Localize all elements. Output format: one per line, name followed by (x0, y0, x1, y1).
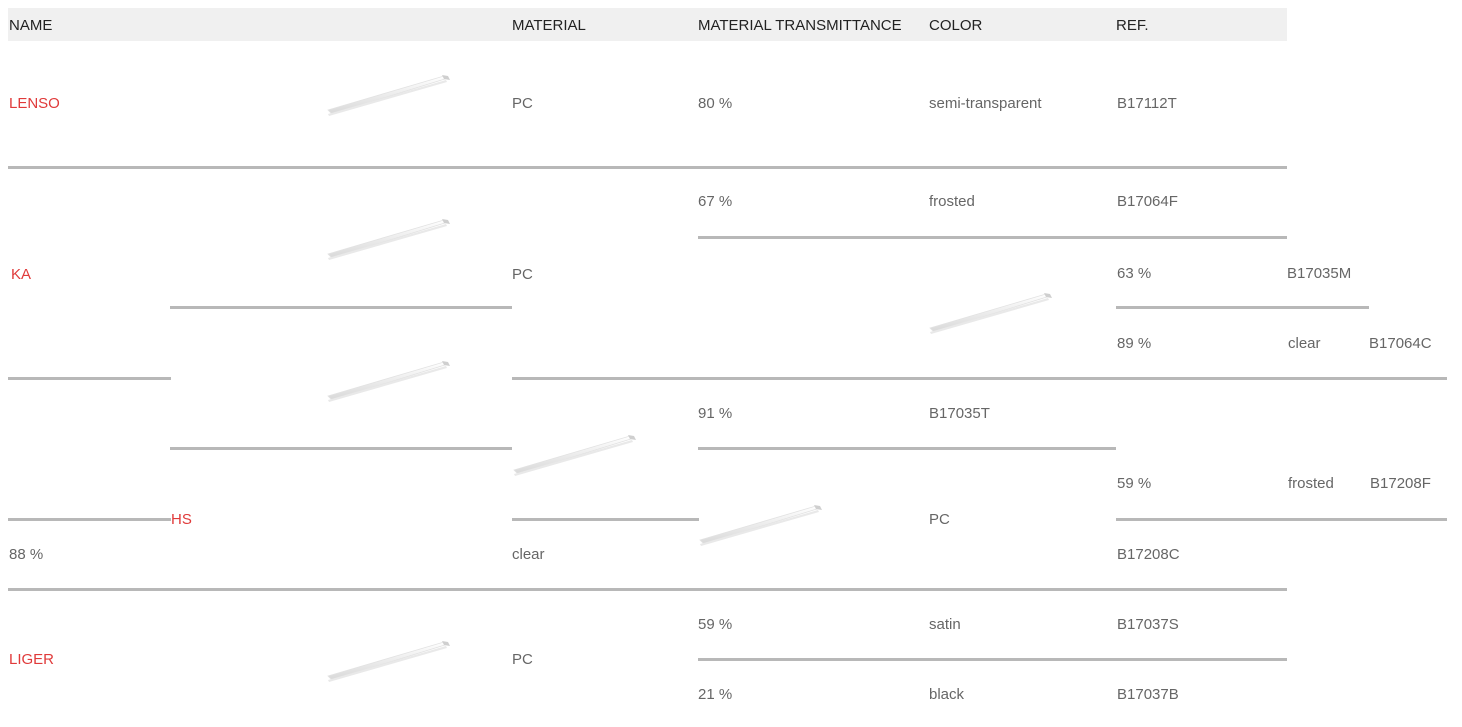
table-header (8, 8, 1287, 41)
led-profile-icon (326, 358, 452, 406)
color-liger-2: black (929, 686, 965, 703)
variant-divider (1116, 306, 1369, 309)
row-divider (512, 377, 1447, 380)
variant-divider (698, 447, 1116, 450)
header-ref: REF. (1116, 17, 1149, 34)
led-profile-icon (928, 290, 1054, 338)
material-ka: PC (512, 266, 533, 283)
transmittance-liger-1: 59 % (698, 616, 733, 633)
transmittance-lenso: 80 % (698, 95, 733, 112)
color-liger-1: satin (929, 616, 961, 633)
material-lenso: PC (512, 95, 533, 112)
ref-liger-2: B17037B (1117, 686, 1179, 703)
product-name-hs[interactable]: HS (171, 511, 192, 528)
row-divider (8, 588, 1287, 591)
product-name-liger[interactable]: LIGER (9, 651, 55, 668)
ref-lenso: B17112T (1117, 95, 1177, 112)
color-hs-2: clear (512, 546, 545, 563)
variant-divider (698, 236, 1287, 239)
transmittance-ka-1: 67 % (698, 193, 733, 210)
ref-ka-3: B17064C (1369, 335, 1432, 352)
led-profile-icon (326, 638, 452, 686)
material-liger: PC (512, 651, 533, 668)
transmittance-ka-2: 63 % (1117, 265, 1152, 282)
color-lenso: semi-transparent (929, 95, 1042, 112)
ref-hs-2: B17208C (1117, 546, 1180, 563)
product-name-lenso[interactable]: LENSO (9, 95, 60, 112)
color-ka-3: clear (1288, 335, 1321, 352)
material-hs: PC (929, 511, 950, 528)
header-name: NAME (9, 17, 53, 34)
transmittance-ka-3: 89 % (1117, 335, 1152, 352)
ref-liger-1: B17037S (1117, 616, 1179, 633)
transmittance-liger-2: 21 % (698, 686, 733, 703)
product-name-ka[interactable]: KA (11, 266, 32, 283)
transmittance-hs-1: 59 % (1117, 475, 1152, 492)
transmittance-hs-2: 88 % (9, 546, 44, 563)
color-ka-1: frosted (929, 193, 975, 210)
led-profile-icon (512, 432, 638, 480)
header-color: COLOR (929, 17, 983, 34)
ref-ka-1: B17064F (1117, 193, 1178, 210)
color-hs-1: frosted (1288, 475, 1334, 492)
row-divider (8, 377, 171, 380)
ref-ka-4: B17035T (929, 405, 990, 422)
led-profile-icon (326, 216, 452, 264)
row-divider (170, 447, 512, 450)
header-material: MATERIAL (512, 17, 586, 34)
transmittance-ka-4: 91 % (698, 405, 733, 422)
variant-divider (698, 658, 1287, 661)
ref-hs-1: B17208F (1370, 475, 1431, 492)
row-divider (170, 306, 512, 309)
row-divider (8, 166, 1287, 169)
ref-ka-2: B17035M (1287, 265, 1352, 282)
header-transmittance: MATERIAL TRANSMITTANCE (698, 17, 902, 34)
row-divider (8, 518, 171, 521)
row-divider (512, 518, 699, 521)
led-profile-icon (698, 502, 824, 550)
led-profile-icon (326, 72, 452, 120)
variant-divider (1116, 518, 1447, 521)
